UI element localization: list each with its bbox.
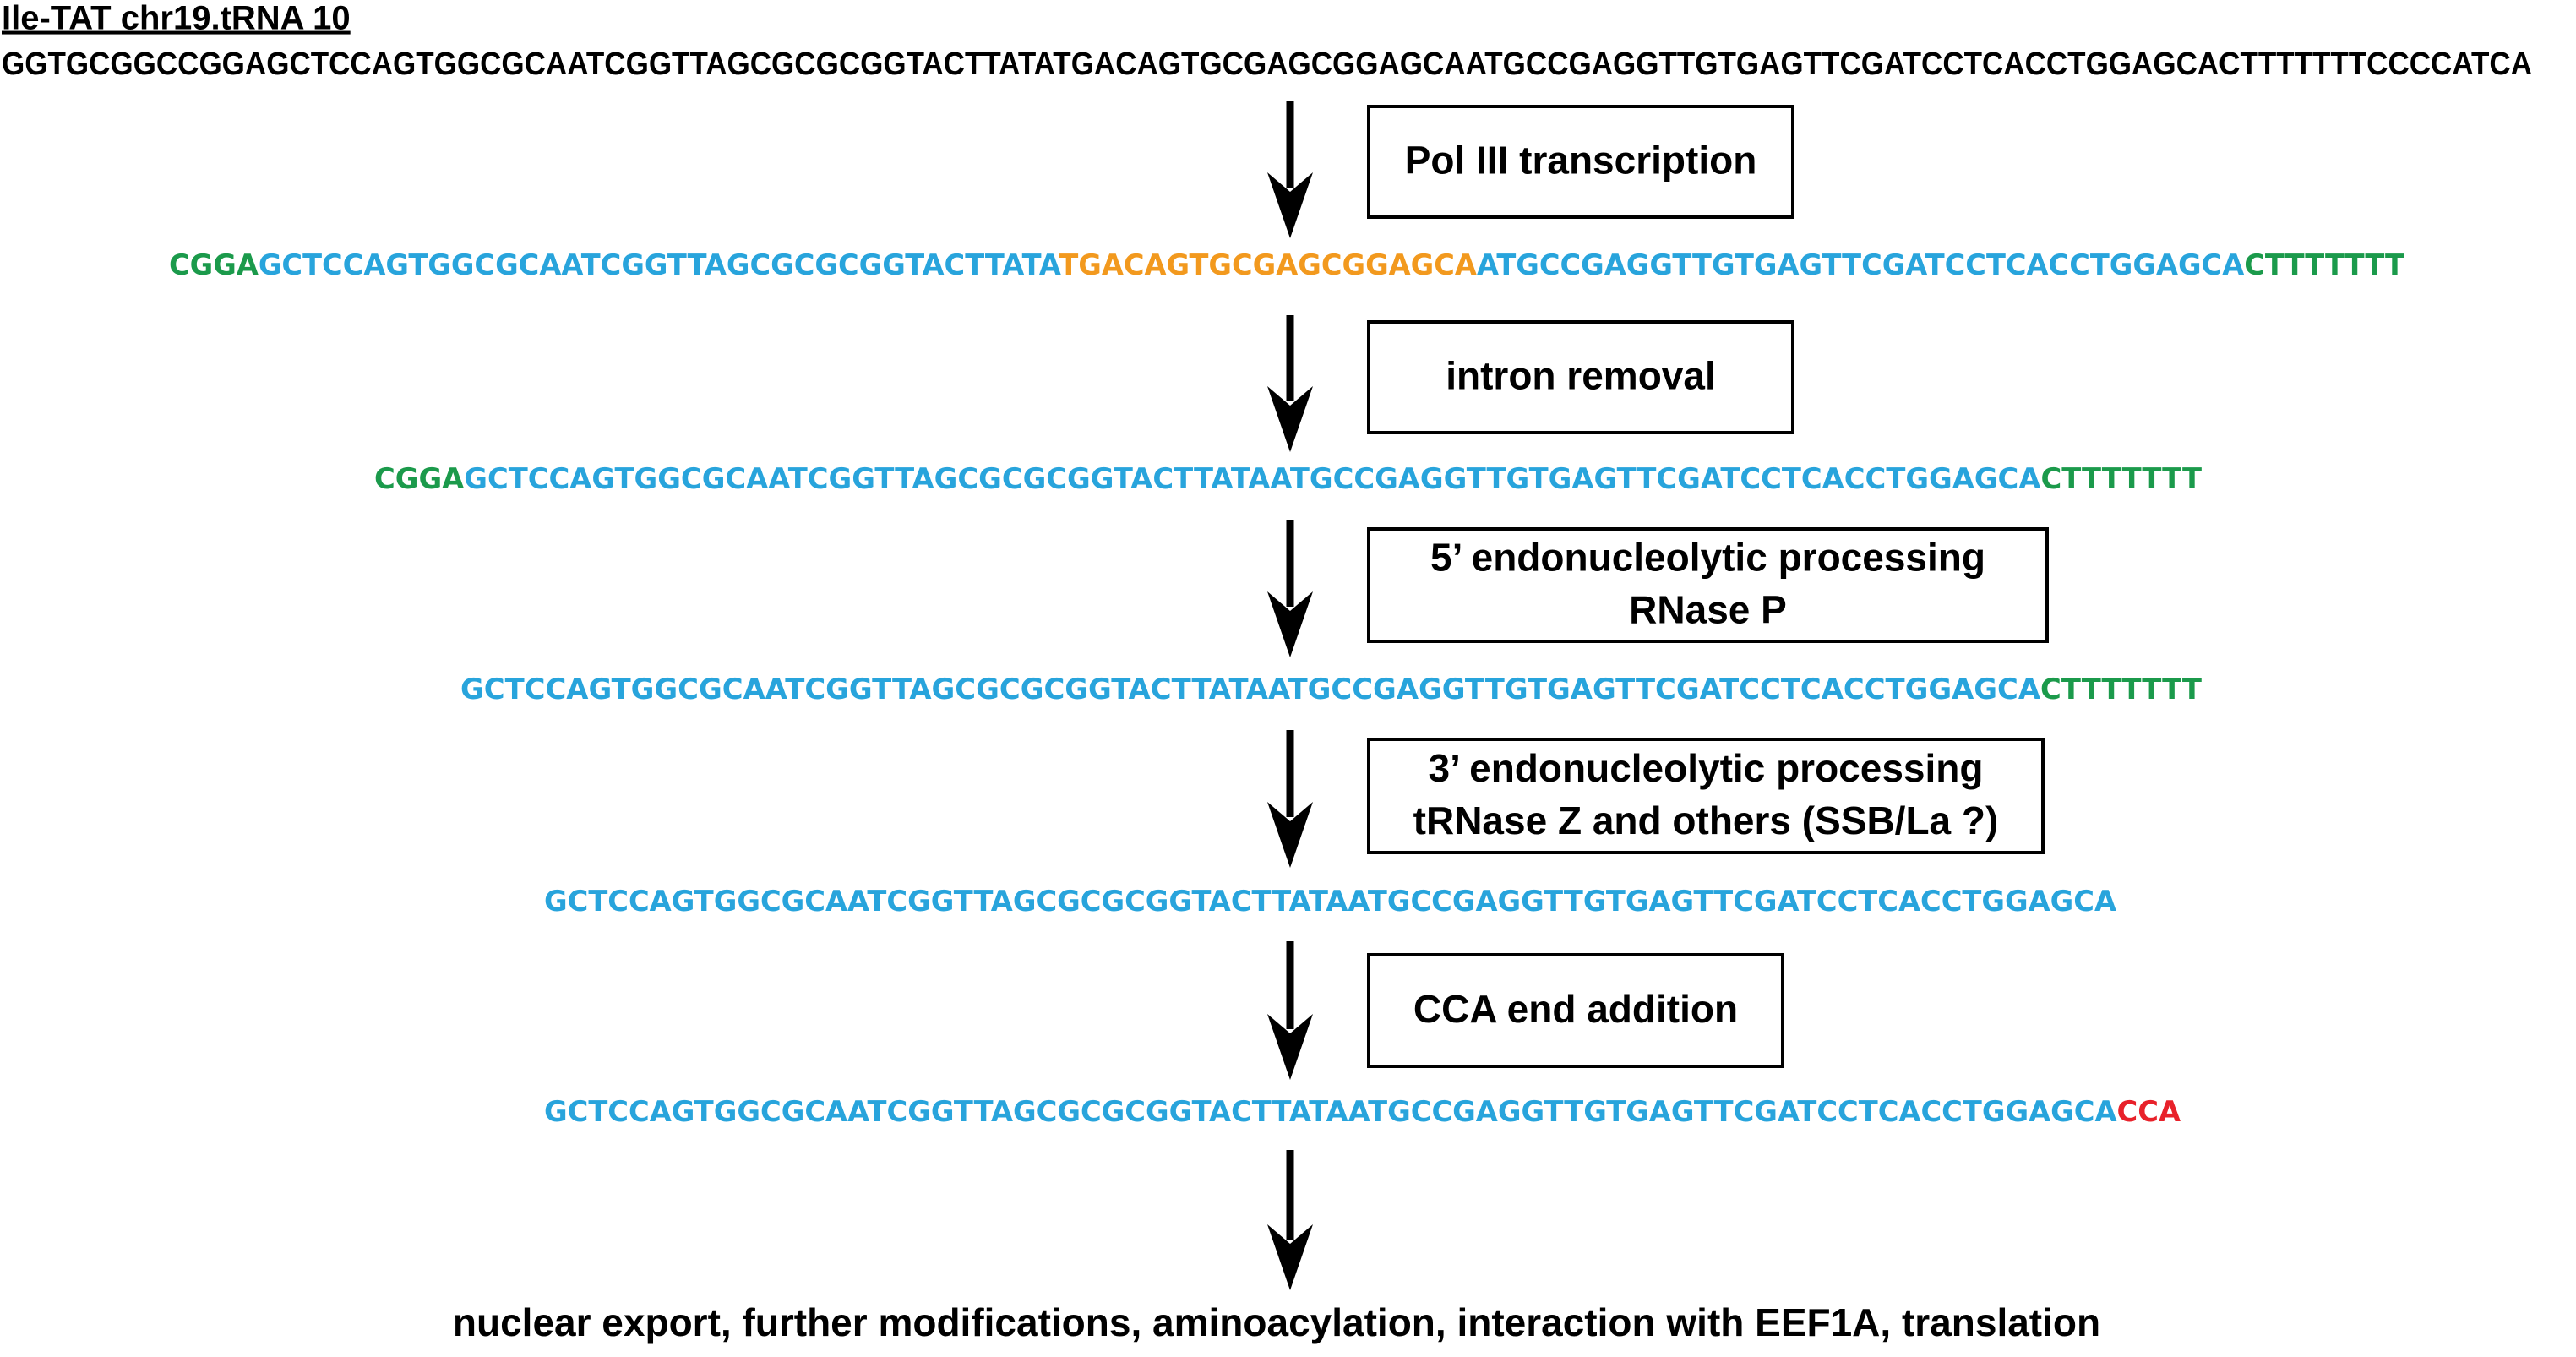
- step-box: Pol III transcription: [1367, 105, 1794, 219]
- box: [1367, 105, 1794, 219]
- arrow: [1267, 315, 1313, 452]
- rna-sequence: GCTCCAGTGGCGCAATCGGTTAGCGCGCGGTACTTATAAT…: [544, 885, 2117, 918]
- step-label: tRNase Z and others (SSB/La ?): [1413, 798, 1999, 842]
- arrow-head: [1267, 172, 1313, 238]
- title: Ile-TAT chr19.tRNA 10: [2, 0, 351, 37]
- box: [1367, 320, 1794, 434]
- sequence-segment: GCTCCAGTGGCGCAATCGGTTAGCGCGCGGTACTTATAAT…: [544, 885, 2117, 918]
- arrow-head: [1267, 1014, 1313, 1080]
- rna-sequence: CGGAGCTCCAGTGGCGCAATCGGTTAGCGCGCGGTACTTA…: [169, 248, 2405, 282]
- step-box: CCA end addition: [1367, 953, 1784, 1068]
- sequence-segment: CTTTTTTT: [2040, 462, 2202, 496]
- box: [1367, 738, 2045, 854]
- step-label: RNase P: [1629, 588, 1787, 632]
- arrow-head: [1267, 591, 1313, 657]
- arrow: [1267, 1150, 1313, 1290]
- sequence-segment: GCTCCAGTGGCGCAATCGGTTAGCGCGCGGTACTTATAAT…: [464, 462, 2041, 496]
- arrow-head: [1267, 386, 1313, 452]
- step-box: intron removal: [1367, 320, 1794, 434]
- arrow: [1267, 101, 1313, 238]
- sequence-segment: CGGA: [169, 248, 259, 282]
- sequence-segment: GCTCCAGTGGCGCAATCGGTTAGCGCGCGGTACTTATA: [259, 248, 1062, 282]
- arrow: [1267, 941, 1313, 1080]
- sequence-segment: CTTTTTTT: [2244, 248, 2405, 282]
- sequence-segment: CCA: [2117, 1095, 2181, 1129]
- step-label: 5’ endonucleolytic processing: [1430, 536, 1985, 580]
- box: [1367, 953, 1784, 1068]
- rna-sequence: CGGAGCTCCAGTGGCGCAATCGGTTAGCGCGCGGTACTTA…: [374, 462, 2203, 496]
- sequence-segment: CTTTTTTT: [2040, 673, 2203, 706]
- final-step: nuclear export, further modifications, a…: [453, 1300, 2100, 1344]
- arrow-head: [1267, 802, 1313, 868]
- sequence-segment: GCTCCAGTGGCGCAATCGGTTAGCGCGCGGTACTTATAAT…: [460, 673, 2041, 706]
- step-box: 5’ endonucleolytic processing RNase P: [1367, 527, 2049, 643]
- box: [1367, 527, 2049, 643]
- arrow-head: [1267, 1224, 1313, 1290]
- rna-sequence: GCTCCAGTGGCGCAATCGGTTAGCGCGCGGTACTTATAAT…: [544, 1095, 2181, 1129]
- step-label: CCA end addition: [1413, 987, 1738, 1031]
- sequence-segment: ATGCCGAGGTTGTGAGTTCGATCCTCACCTGGAGCA: [1477, 248, 2245, 282]
- sequence-segment: GCTCCAGTGGCGCAATCGGTTAGCGCGCGGTACTTATAAT…: [544, 1095, 2117, 1129]
- sequence-segment: CGGA: [374, 462, 465, 496]
- step-label: Pol III transcription: [1405, 139, 1757, 183]
- step-label: 3’ endonucleolytic processing: [1429, 746, 1984, 790]
- rna-sequence: GCTCCAGTGGCGCAATCGGTTAGCGCGCGGTACTTATAAT…: [460, 673, 2203, 706]
- step-label: intron removal: [1446, 354, 1716, 398]
- arrow: [1267, 520, 1313, 657]
- arrow: [1267, 730, 1313, 868]
- step-box: 3’ endonucleolytic processing tRNase Z an…: [1367, 738, 2045, 854]
- genomic-sequence: GGTGCGGCCGGAGCTCCAGTGGCGCAATCGGTTAGCGCGC…: [2, 46, 2532, 82]
- sequence-segment: TGACAGTGCGAGCGGAGCA: [1059, 248, 1477, 282]
